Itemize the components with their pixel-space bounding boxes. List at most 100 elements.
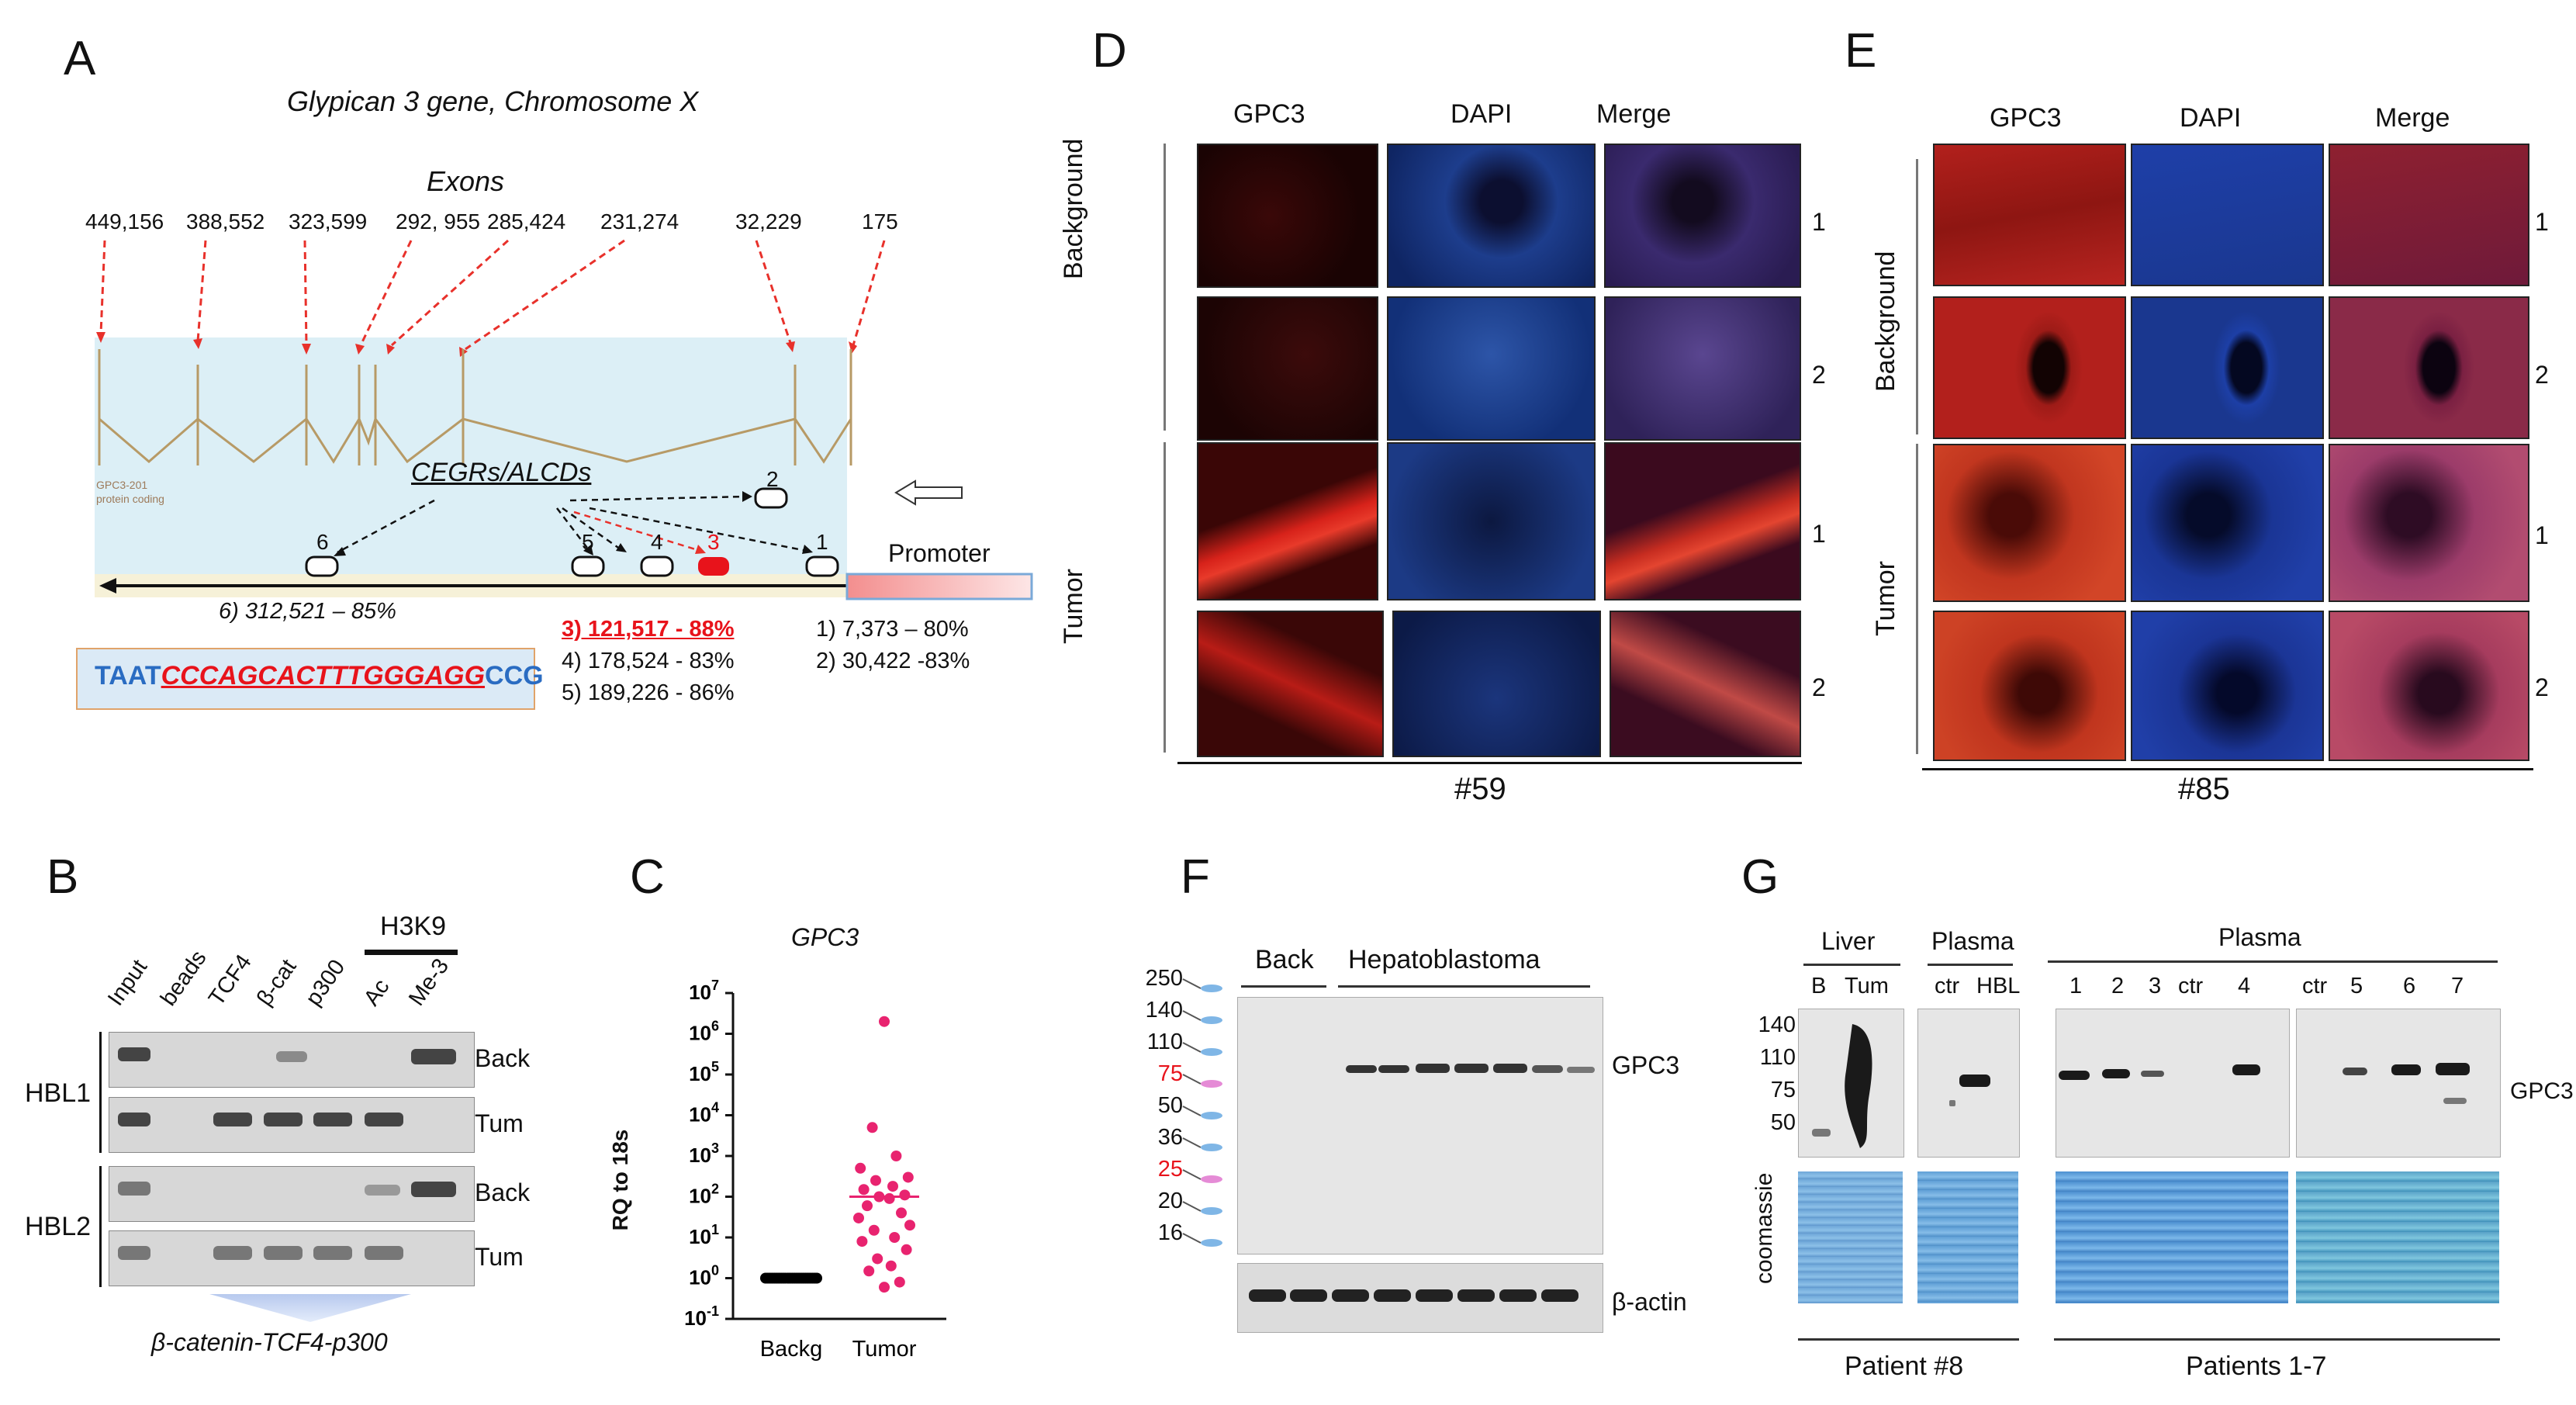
e-row-1: 1 <box>2535 208 2549 236</box>
gene-region-bg <box>95 337 847 586</box>
d-merge-tum1 <box>1604 442 1801 600</box>
d-group-tumor: Tumor <box>1059 569 1088 644</box>
g-lane-ctr3: ctr <box>2302 974 2328 998</box>
data-point-tumor <box>862 1200 873 1212</box>
y-tick-label: 102 <box>689 1182 719 1208</box>
data-point-tumor <box>885 1260 897 1272</box>
g-plasma2-bar <box>2048 960 2498 963</box>
chip-col: Ac <box>358 974 395 1011</box>
e-gpc3-bg1 <box>1933 144 2126 286</box>
d-col-dapi: DAPI <box>1451 99 1513 129</box>
e-bracket-bg <box>1916 159 1918 434</box>
g-gpc3-label: GPC3 <box>2510 1078 2574 1104</box>
f-gpc3-label: GPC3 <box>1612 1051 1680 1079</box>
chip-col: Me-3 <box>403 953 455 1011</box>
data-point-tumor <box>889 1232 901 1243</box>
d-sample-bar <box>1177 762 1802 764</box>
g-mw-50: 50 <box>1770 1110 1796 1135</box>
x-tick-label: Backg <box>760 1337 823 1362</box>
g-mw-110: 110 <box>1759 1045 1796 1070</box>
promoter-label: Promoter <box>888 539 991 567</box>
ladder-50: 50 <box>1157 1093 1183 1118</box>
data-point-tumor <box>863 1265 875 1277</box>
f-hb-bar <box>1338 985 1590 988</box>
hbl1-bracket <box>99 1032 102 1153</box>
chip-caption-wedge <box>209 1294 411 1322</box>
y-tick-label: 101 <box>689 1222 719 1248</box>
y-tick-label: 105 <box>689 1059 719 1085</box>
data-point-tumor <box>870 1175 881 1186</box>
scatter-chart: 10-1 100 101 102 103 104 105 106 107 Backg Tumor <box>684 978 946 1362</box>
e-col-merge: Merge <box>2375 103 2450 133</box>
chip-col: β-cat <box>251 954 302 1011</box>
e-merge-tum2 <box>2329 611 2529 761</box>
chip-col: TCF4 <box>203 950 257 1011</box>
panel-letter-e: E <box>1845 24 1877 78</box>
data-point-tumor <box>896 1207 907 1219</box>
e-row-4: 2 <box>2535 673 2549 701</box>
d-merge-bg2 <box>1604 296 1801 441</box>
exon-pos: 388,552 <box>186 209 265 234</box>
g-coomassie-label: coomassie <box>1751 1172 1777 1284</box>
e-gpc3-tum1 <box>1933 444 2126 602</box>
d-row-3: 1 <box>1812 520 1826 548</box>
g-patient8: Patient #8 <box>1845 1351 1964 1381</box>
data-point-tumor <box>879 1016 890 1027</box>
site1-text: 1) 7,373 – 80% <box>816 617 969 642</box>
d-gpc3-tum1 <box>1197 442 1378 600</box>
row-label-tum-1: Tum <box>475 1109 524 1137</box>
y-tick-label: 104 <box>689 1100 719 1126</box>
panel-letter-f: F <box>1181 850 1210 904</box>
e-col-dapi: DAPI <box>2180 103 2242 133</box>
g-plasma1-bar <box>1928 964 2013 966</box>
exon-pos: 449,156 <box>85 209 164 234</box>
group-hbl2: HBL2 <box>25 1212 92 1241</box>
y-axis-label: RQ to 18s <box>608 1129 632 1231</box>
site-number-6: 6 <box>316 530 329 554</box>
g-gpc3-bands <box>1812 1024 2470 1148</box>
f-ladder: 250 140 110 75 50 36 25 20 16 <box>1113 966 1183 1253</box>
ladder-250: 250 <box>1145 966 1183 991</box>
e-sample: #85 <box>2178 772 2230 806</box>
e-sample-bar <box>1922 768 2533 770</box>
data-point-tumor <box>853 1212 864 1223</box>
g-plasma1: Plasma <box>1931 927 2014 955</box>
seq-suffix: CCG <box>485 661 544 690</box>
data-point-tumor <box>902 1171 914 1183</box>
sequence-text: TAATCCCAGCACTTTGGGAGGCCG <box>95 661 544 691</box>
site-number-4: 4 <box>651 530 663 554</box>
site-number-1: 1 <box>816 530 828 554</box>
data-point-tumor <box>855 1162 866 1174</box>
x-tick-label: Tumor <box>852 1337 917 1362</box>
group-hbl1: HBL1 <box>25 1078 92 1108</box>
e-bracket-tumor <box>1916 444 1918 754</box>
data-point-tumor <box>890 1151 902 1161</box>
site-3-marker <box>698 557 729 576</box>
e-group-tumor: Tumor <box>1871 561 1900 636</box>
data-point-tumor <box>883 1192 895 1204</box>
exon-pos: 323,599 <box>289 209 368 234</box>
data-point-tumor <box>872 1253 883 1265</box>
panel-letter-a: A <box>64 32 96 85</box>
site-number-3: 3 <box>707 530 720 554</box>
g-patients: Patients 1-7 <box>2186 1351 2327 1381</box>
row-label-tum-2: Tum <box>475 1243 524 1271</box>
ladder-140: 140 <box>1145 998 1183 1023</box>
site4-text: 4) 178,524 - 83% <box>562 649 735 673</box>
y-tick-label: 10-1 <box>684 1303 719 1330</box>
seq-prefix: TAAT <box>95 661 161 690</box>
data-point-tumor <box>866 1122 878 1133</box>
g-mw: 140 110 75 50 <box>1741 1012 1796 1168</box>
site-number-2: 2 <box>766 467 779 491</box>
d-row-4: 2 <box>1812 673 1826 701</box>
data-point-backg <box>811 1272 822 1284</box>
row-label-back-1: Back <box>475 1044 531 1072</box>
e-group-background: Background <box>1871 251 1900 392</box>
site6-text: 6) 312,521 – 85% <box>219 599 396 624</box>
y-tick-label: 106 <box>689 1019 719 1045</box>
e-dapi-bg2 <box>2131 296 2324 439</box>
g-lane-7: 7 <box>2451 974 2464 998</box>
g-patients-bar <box>2054 1338 2500 1341</box>
h3k9-bar <box>365 950 458 955</box>
g-plasma2: Plasma <box>2218 923 2301 951</box>
